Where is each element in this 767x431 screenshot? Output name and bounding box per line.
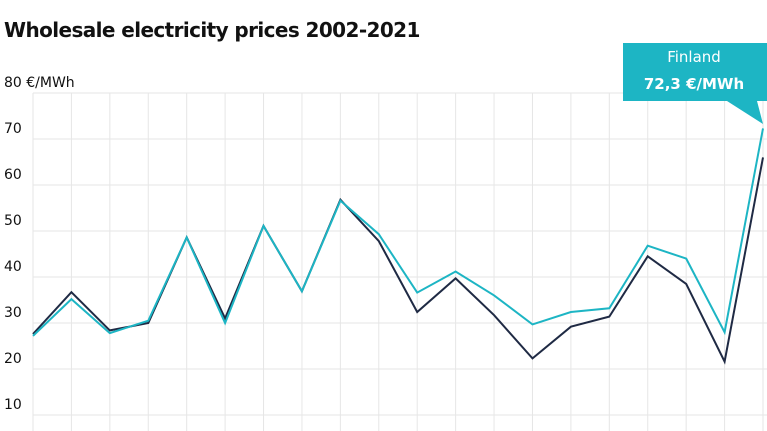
callout-value-label: 72,3 €/MWh [644, 75, 744, 93]
series-line-finland [32, 128, 764, 337]
y-tick-label: 30 [4, 305, 22, 321]
finland-callout: Finland 72,3 €/MWh [623, 43, 767, 124]
y-tick-label: 70 [4, 121, 22, 137]
y-tick-label: 80 €/MWh [4, 75, 75, 91]
y-tick-label: 20 [4, 351, 22, 367]
y-tick-label: 10 [4, 397, 22, 413]
series-line-comparison [32, 157, 764, 365]
series-lines [32, 128, 764, 365]
callout-series-label: Finland [667, 48, 721, 66]
callout-box [623, 43, 767, 124]
y-axis-ticks: 10 20 30 40 50 60 70 80 €/MWh [4, 75, 75, 413]
y-tick-label: 40 [4, 259, 22, 275]
grid [32, 92, 767, 431]
chart-title: Wholesale electricity prices 2002-2021 [4, 18, 420, 42]
y-tick-label: 60 [4, 167, 22, 183]
y-tick-label: 50 [4, 213, 22, 229]
